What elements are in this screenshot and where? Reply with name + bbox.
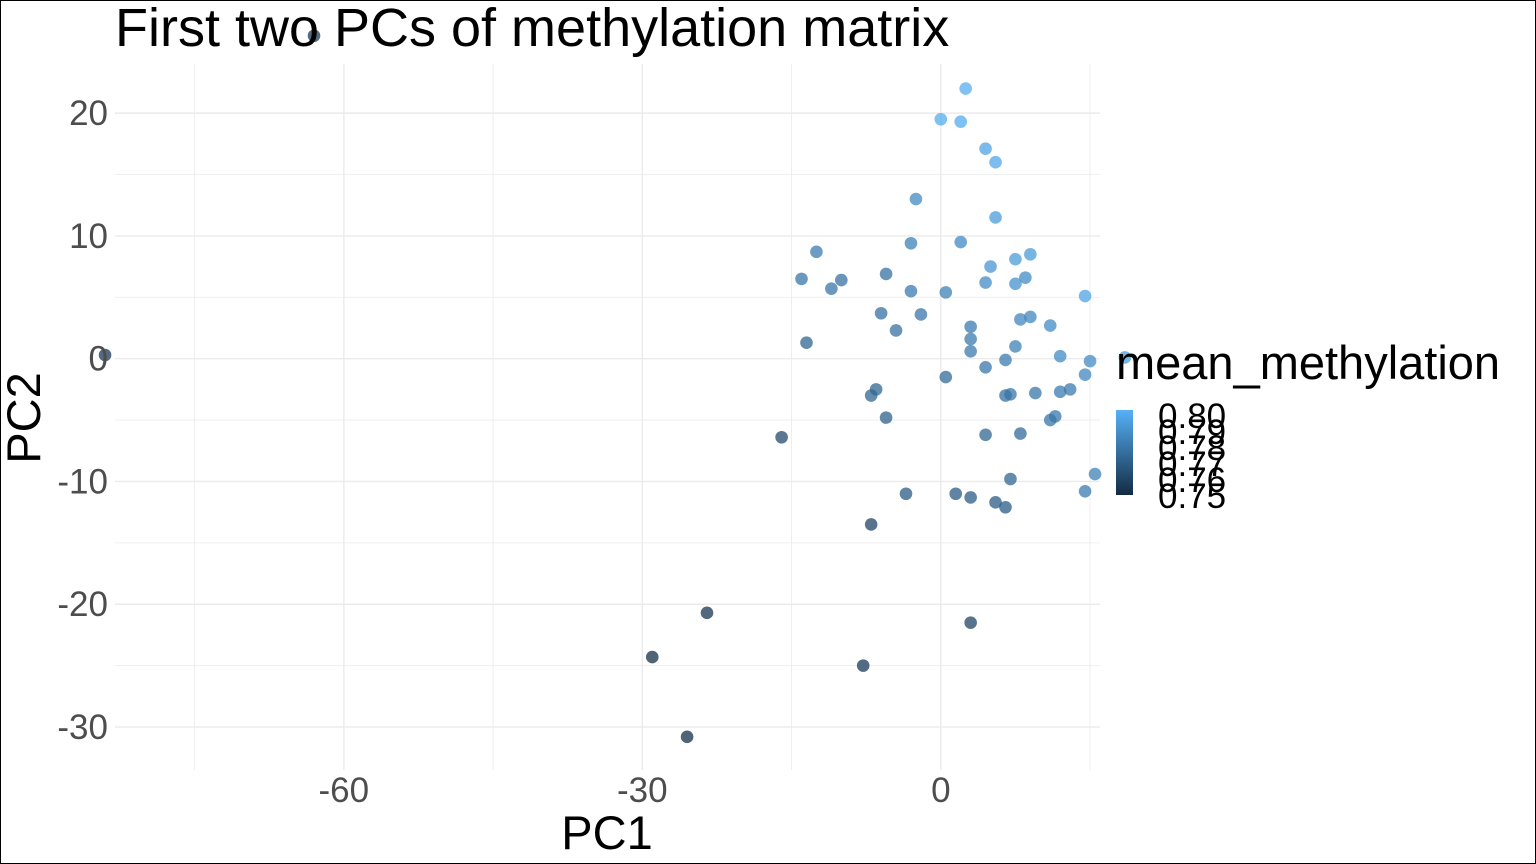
data-point: [964, 491, 977, 504]
y-axis-title: PC2: [0, 372, 50, 463]
data-point: [964, 320, 977, 334]
data-point: [979, 276, 992, 289]
data-point: [1078, 368, 1092, 381]
y-tick-label: 20: [69, 94, 108, 133]
data-point: [934, 112, 948, 126]
data-point: [1024, 310, 1037, 324]
data-point: [999, 500, 1012, 514]
data-point: [1019, 271, 1032, 284]
data-point: [904, 236, 918, 250]
data-point: [98, 348, 112, 362]
data-point: [1063, 383, 1077, 396]
y-axis-ticks: -30 -20 -10 0 10 20: [57, 94, 108, 747]
legend-labels: 0.800.790.780.770.760.75: [1158, 397, 1226, 516]
data-point: [825, 282, 838, 295]
data-point: [979, 142, 992, 156]
data-point: [889, 324, 903, 337]
data-point: [1043, 319, 1057, 332]
data-point: [1053, 349, 1067, 363]
x-tick-label: 0: [931, 771, 950, 810]
y-tick-label: -10: [57, 462, 108, 501]
data-point: [954, 235, 968, 249]
data-point: [914, 308, 928, 321]
data-point: [1118, 351, 1132, 364]
data-point: [879, 411, 893, 424]
legend-colorbar: [1116, 410, 1133, 495]
data-point: [1014, 313, 1027, 326]
data-point: [795, 272, 808, 286]
data-point: [307, 29, 321, 43]
x-axis-ticks: -60 -30 0: [319, 771, 951, 810]
data-point: [1088, 467, 1102, 481]
y-tick-label: -30: [57, 708, 108, 747]
data-point: [1024, 248, 1037, 261]
y-tick-label: -20: [57, 585, 108, 624]
legend-label: 0.77: [1158, 445, 1226, 484]
data-point: [1043, 413, 1057, 427]
legend-label: 0.75: [1158, 477, 1226, 516]
data-point: [835, 273, 848, 287]
data-point: [949, 487, 963, 501]
data-point: [874, 306, 888, 320]
legend-title: mean_methylation: [1116, 336, 1500, 389]
data-point: [989, 155, 1002, 169]
data-point: [1053, 385, 1067, 399]
grid-lines: [115, 64, 1100, 770]
data-point: [810, 245, 823, 259]
data-point: [1029, 386, 1042, 400]
data-point: [775, 430, 788, 444]
data-points: [98, 29, 1132, 744]
data-point: [999, 353, 1012, 367]
data-point: [700, 606, 714, 620]
data-point: [964, 332, 977, 346]
data-point: [984, 260, 997, 273]
data-point: [879, 267, 893, 281]
data-point: [864, 389, 878, 402]
legend-label: 0.78: [1158, 429, 1226, 468]
data-point: [954, 115, 968, 129]
data-point: [909, 192, 923, 206]
y-tick-label: 10: [69, 217, 108, 256]
legend: mean_methylation 0.800.790.780.770.760.7…: [1116, 336, 1500, 516]
data-point: [1078, 289, 1092, 303]
x-axis-title: PC1: [561, 806, 652, 859]
data-point: [899, 487, 913, 501]
data-point: [959, 82, 972, 95]
data-point: [1009, 277, 1022, 291]
data-point: [1009, 252, 1022, 266]
data-point: [1014, 427, 1027, 440]
data-point: [1009, 340, 1022, 353]
chart-title: First two PCs of methylation matrix: [115, 0, 949, 58]
data-point: [964, 616, 977, 629]
data-point: [979, 360, 992, 374]
legend-label: 0.79: [1158, 413, 1226, 452]
data-point: [989, 211, 1002, 224]
data-point: [645, 650, 659, 664]
data-point: [939, 370, 953, 384]
data-point: [964, 345, 977, 358]
data-point: [800, 336, 813, 350]
data-point: [1083, 354, 1097, 368]
y-tick-label: 0: [89, 340, 108, 379]
data-point: [979, 428, 992, 442]
legend-label: 0.80: [1158, 397, 1226, 436]
x-tick-label: -60: [319, 771, 370, 810]
data-point: [680, 730, 694, 744]
data-point: [939, 286, 953, 299]
data-point: [856, 659, 870, 672]
legend-label: 0.76: [1158, 461, 1226, 500]
x-tick-label: -30: [617, 771, 668, 810]
data-point: [904, 284, 918, 298]
data-point: [999, 389, 1012, 402]
data-point: [1078, 484, 1092, 498]
data-point: [1004, 472, 1017, 486]
data-point: [989, 496, 1002, 509]
data-point: [864, 518, 878, 531]
